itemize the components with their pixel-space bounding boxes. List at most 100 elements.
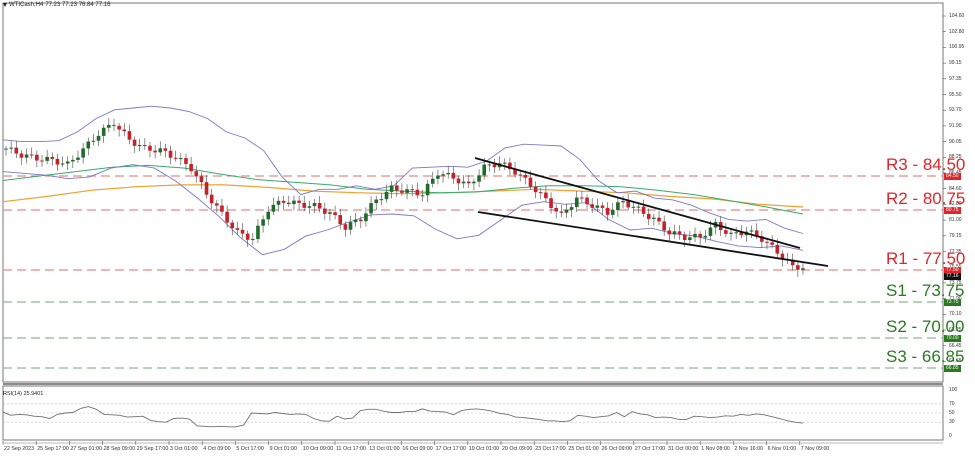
candle-body [538,192,543,194]
time-axis-label: 4 Oct 09:00 [203,446,231,452]
candle-body [472,181,476,184]
candle-body [590,204,594,208]
candle-body [518,174,522,176]
candle-body [703,235,708,238]
candle-body [636,206,641,208]
price-axis-label: 100.95 [949,44,965,51]
main-panel-frame [2,2,944,383]
candle-body [168,150,173,158]
candle-body [796,265,800,270]
candle-body [631,206,636,208]
candle-body [163,148,168,151]
candle-body [292,200,296,205]
price-axis-label: 77.35 [949,248,962,255]
candle-body [132,139,137,146]
candle-body [626,201,630,208]
candle-body [502,162,507,164]
candle-body [621,201,625,203]
candle-body [173,157,178,159]
candle-body [554,208,558,212]
candle-body [574,197,579,208]
price-axis-label: 90.05 [949,138,962,145]
candle-body [333,212,337,216]
candle-body [271,204,276,212]
candle-body [559,211,564,213]
candle-body [45,156,49,161]
rsi-axis-label: 50 [949,410,955,416]
candle-body [348,222,353,230]
time-axis-label: 26 Oct 09:00 [601,446,632,452]
candle-body [245,233,250,240]
candle-body [40,160,44,162]
candle-body [569,207,574,210]
rsi-axis-label: 100 [949,387,958,393]
candle-body [374,199,379,204]
candle-body [790,259,795,266]
candle-body [50,156,55,159]
candle-body [492,164,497,168]
price-axis-label: 88.25 [949,154,962,161]
candle-body [240,229,245,234]
candle-body [466,181,471,184]
candle-body [297,200,301,203]
candle-body [9,147,13,149]
candle-body [549,198,553,209]
candle-body [29,154,34,156]
candle-body [739,232,744,236]
time-axis-label: 5 Oct 17:00 [236,446,264,452]
candle-body [137,145,142,147]
price-axis-label: 97.35 [949,75,962,82]
ma-green-line [2,164,804,215]
candle-body [477,175,481,182]
candle-body [235,228,240,230]
time-axis-label: 28 Sep 09:00 [103,446,136,452]
candle-body [487,164,492,166]
candle-body [425,183,430,196]
time-axis-label: 19 Oct 01:00 [468,446,500,452]
candle-body [394,185,399,191]
time-axis-label: 16 Oct 09:00 [402,446,433,452]
candle-body [158,148,163,153]
candle-body [528,177,533,187]
candle-body [204,182,209,195]
candle-body [230,222,235,229]
candle-body [317,203,322,209]
collapse-triangle-icon[interactable] [3,3,7,7]
price-axis-label: 82.80 [949,201,962,208]
time-axis-label: 31 Oct 00:00 [668,446,699,452]
candle-body [400,190,404,193]
candle-body [616,202,620,211]
candle-body [312,203,317,207]
price-axis-label: 70.10 [949,311,962,318]
candle-body [533,186,538,193]
rsi-axis-label: 0 [949,433,952,439]
candle-body [194,171,199,177]
time-axis-label: 20 Oct 09:00 [502,446,533,452]
price-axis-label: 104.60 [949,13,965,19]
candle-body [251,239,255,241]
candle-body [734,232,738,234]
candle-body [523,174,528,178]
candle-body [14,147,19,154]
price-axis-label: 79.15 [949,232,962,239]
candle-body [338,215,343,225]
bollinger-upper [2,105,804,234]
time-axis-label: 9 Oct 01:00 [269,446,297,452]
candle-body [456,178,461,184]
candle-body [708,227,713,236]
time-axis-label: 17 Oct 17:00 [435,446,466,452]
candle-body [436,175,440,179]
candle-body [256,225,260,240]
candle-body [451,172,456,179]
candle-body [302,202,307,208]
candle-body [610,210,615,215]
candle-body [24,154,29,158]
level-axis-box-s2: 70.00 [944,334,961,342]
price-axis-label: 64.65 [949,358,962,365]
level-label-s2: S2 - 70.00 [886,317,965,336]
candle-body [101,127,106,136]
candle-body [405,189,409,193]
time-axis-label: 2 Nov 16:00 [734,446,763,452]
candle-body [343,224,348,230]
